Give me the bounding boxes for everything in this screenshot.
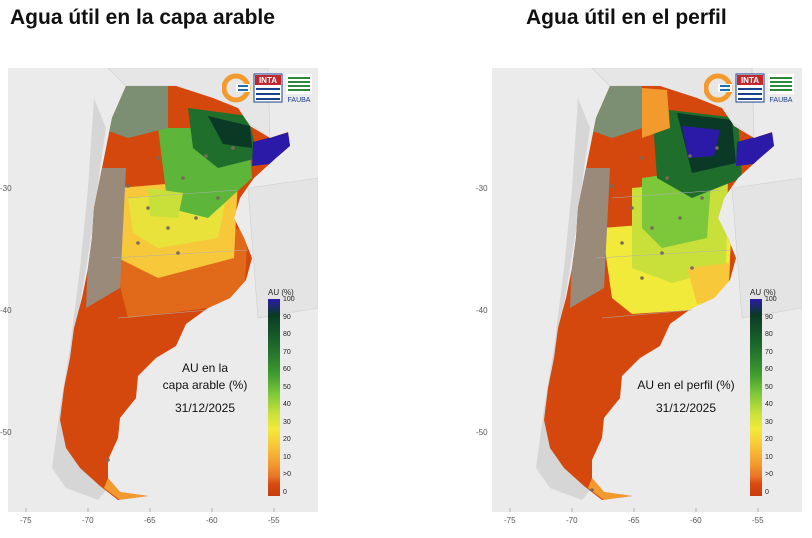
argentina-map-right (492, 68, 802, 512)
legend-tick-label: 90 (765, 313, 773, 321)
map-title-right: Agua útil en el perfil (526, 6, 727, 29)
legend-colorbar-left (268, 299, 280, 496)
logos-left: INTA FAUBA (221, 72, 314, 109)
argentina-map-left (8, 68, 318, 512)
legend-tick-label: 60 (765, 366, 773, 373)
legend-tick-label: 60 (283, 366, 291, 373)
legend-tick-label: 70 (283, 348, 291, 356)
circle-logo-icon (221, 73, 251, 103)
map-panel-right (492, 68, 802, 512)
legend-tick-label: 20 (283, 436, 291, 443)
circle-logo-icon (703, 73, 733, 103)
legend-title-left: AU (%) (268, 288, 294, 297)
legend-tick-label: 100 (765, 296, 777, 303)
overlay-line: AU en el perfil (%) (637, 378, 735, 392)
y-tick-label: -50 (0, 428, 12, 437)
inta-text: INTA (259, 76, 277, 85)
legend-tick-label: 0 (283, 488, 287, 496)
overlay-line: capa arable (%) (162, 378, 248, 392)
legend-tick-label: 90 (283, 313, 291, 321)
map-overlay-text-right: AU en el perfil (%) 31/12/2025 (626, 377, 746, 417)
fauba-text: FAUBA (770, 97, 793, 104)
legend-tick-label: 30 (765, 418, 773, 426)
x-tick-label: -65 (628, 516, 640, 525)
legend-tick-label: 70 (765, 348, 773, 356)
inta-logo-icon: INTA (735, 73, 765, 103)
legend-tick-label: 50 (765, 383, 773, 391)
inta-text: INTA (741, 76, 759, 85)
fauba-logo-icon: FAUBA (286, 74, 312, 104)
legend-tick-label: >0 (283, 471, 291, 478)
x-tick-label: -55 (268, 516, 280, 525)
legend-tick-label: 10 (765, 453, 773, 461)
legend-tick-label: 40 (765, 401, 773, 408)
x-tick-label: -60 (690, 516, 702, 525)
legend-colorbar-right (750, 299, 762, 496)
map-title-left: Agua útil en la capa arable (10, 6, 275, 29)
map-date: 31/12/2025 (174, 401, 236, 415)
map-panel-left (8, 68, 318, 512)
legend-tick-label: >0 (765, 471, 773, 478)
legend-tick-label: 80 (283, 331, 291, 338)
legend-tick-label: 0 (765, 488, 769, 496)
legend-tick-label: 20 (765, 436, 773, 443)
x-tick-label: -55 (752, 516, 764, 525)
x-tick-label: -60 (206, 516, 218, 525)
legend-tick-label: 50 (283, 383, 291, 391)
y-tick-label: -50 (476, 428, 488, 437)
legend-tick-label: 100 (283, 296, 295, 303)
legend-tick-label: 80 (765, 331, 773, 338)
legend-tick-label: 10 (283, 453, 291, 461)
fauba-text: FAUBA (288, 97, 311, 104)
x-tick-label: -65 (144, 516, 156, 525)
legend-title-right: AU (%) (750, 288, 776, 297)
map-overlay-text-left: AU en la capa arable (%) 31/12/2025 (150, 360, 260, 417)
x-tick-label: -75 (504, 516, 516, 525)
overlay-line: AU en la (181, 361, 229, 375)
x-tick-label: -75 (20, 516, 32, 525)
y-tick-label: -40 (0, 306, 12, 315)
fauba-logo-icon: FAUBA (768, 74, 794, 104)
x-tick-label: -70 (566, 516, 578, 525)
legend-tick-label: 40 (283, 401, 291, 408)
logos-right: INTA FAUBA (703, 72, 796, 109)
y-tick-label: -30 (0, 184, 12, 193)
y-tick-label: -40 (476, 306, 488, 315)
inta-logo-icon: INTA (253, 73, 283, 103)
legend-tick-label: 30 (283, 418, 291, 426)
map-date: 31/12/2025 (655, 401, 717, 415)
x-tick-label: -70 (82, 516, 94, 525)
y-tick-label: -30 (476, 184, 488, 193)
